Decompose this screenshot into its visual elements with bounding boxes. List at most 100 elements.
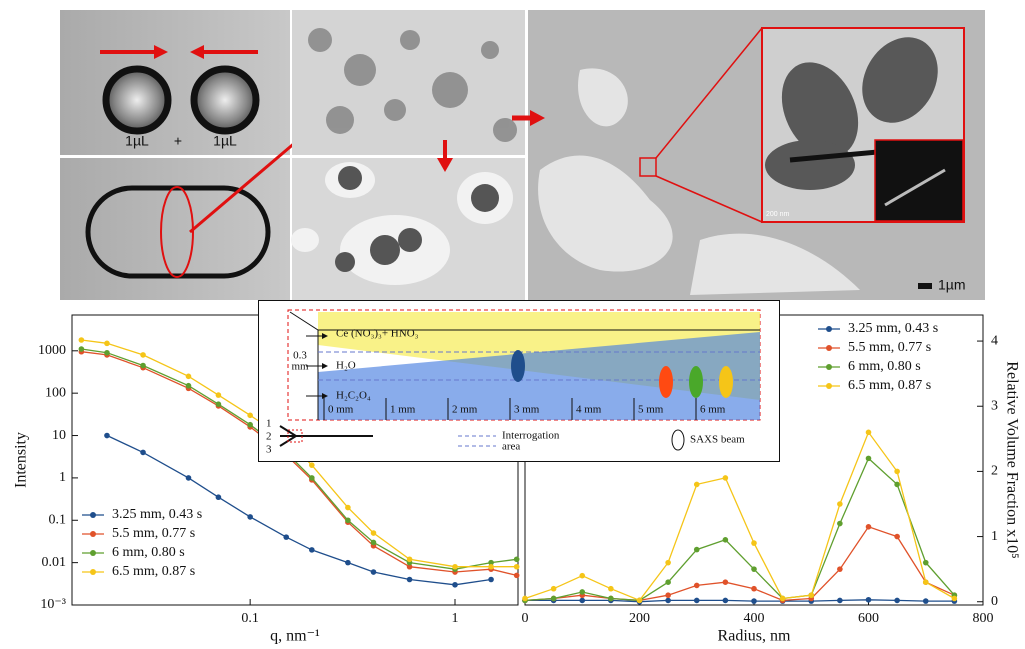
data-point [665,598,671,604]
data-point [723,537,729,543]
distance-label: 0 mm [328,404,354,416]
distance-label: 4 mm [576,404,602,416]
data-point [247,413,253,419]
x-tick-label: 400 [744,611,765,626]
data-point [407,577,413,583]
data-point [140,363,146,369]
y-axis-label: Relative Volume Fraction x10⁵ [1003,361,1020,558]
data-point [551,586,557,592]
data-point [866,597,872,603]
data-point [216,401,222,407]
micrograph-panel [291,10,525,300]
data-point [247,422,253,428]
data-point [751,540,757,546]
legend-marker [826,345,832,351]
legend-marker [826,364,832,370]
data-point [452,582,458,588]
data-point [186,475,192,481]
data-point [140,450,146,456]
data-point [216,392,222,398]
legend-label: 3.25 mm, 0.43 s [112,507,202,522]
inlet-label: 3 [266,444,272,456]
data-point [894,482,900,488]
data-point [186,383,192,389]
y-tick-label: 1 [59,470,66,485]
data-point [371,530,377,536]
reagent-label: H₂C₂O₄ [336,390,371,402]
data-point [808,592,814,598]
legend-marker [826,326,832,332]
droplet-label: 1µL [125,133,149,149]
data-point [345,517,351,523]
distance-label: 1 mm [390,404,416,416]
x-tick-label: 800 [973,611,994,626]
data-point [186,374,192,380]
data-point [216,494,222,500]
data-point [371,540,377,546]
data-point [894,534,900,540]
sem-panel: 200 nm 1µm [512,10,985,300]
distance-label: 2 mm [452,404,478,416]
page: {"panels": {"droplets": {"left_label": "… [0,0,1025,649]
data-point [104,341,110,347]
data-point [694,482,700,488]
data-point [140,352,146,358]
data-point [780,596,786,602]
legend-label: 6 mm, 0.80 s [112,545,185,560]
legend-label: 3.25 mm, 0.43 s [848,321,938,336]
data-point [488,577,494,583]
data-point [514,556,520,562]
legend-marker [90,512,96,518]
y-tick-label: 2 [991,464,998,479]
data-point [104,433,110,439]
reagent-label: Ce (NO₃)₃+ HNO₃ [336,328,419,340]
legend-label: 6.5 mm, 0.87 s [112,564,195,579]
y-tick-label: 10⁻³ [40,597,66,612]
legend-marker [90,531,96,537]
x-tick-label: 200 [629,611,650,626]
data-point [514,564,520,570]
data-point [551,596,557,602]
data-point [407,556,413,562]
y-tick-label: 0.01 [42,555,67,570]
data-point [837,521,843,527]
droplet-label: 1µL [213,133,237,149]
channel-diagram: Ce (NO₃)₃+ HNO₃ H₂O H₂C₂O₄ 0.3 mm 0 mm 1… [258,300,780,462]
data-point [837,566,843,572]
data-point [694,547,700,553]
x-tick-label: 1 [452,611,459,626]
data-point [723,475,729,481]
reagent-label: H₂O [336,360,356,372]
data-point [866,456,872,462]
data-point [345,505,351,511]
droplet-panel: 1µL + 1µL [60,10,318,300]
data-point [608,586,614,592]
distance-label: 6 mm [700,404,726,416]
data-point [837,501,843,507]
data-point [923,560,929,566]
data-point [452,564,458,570]
legend-label: 6 mm, 0.80 s [848,359,921,374]
y-tick-label: 10 [52,428,66,443]
y-axis-label: Intensity [13,432,30,488]
data-point [309,547,315,553]
data-point [579,589,585,595]
plus-sign: + [174,133,182,149]
data-point [309,462,315,468]
legend-label: 6.5 mm, 0.87 s [848,378,931,393]
tem-scale-bar: 200 nm [766,211,790,218]
data-point [723,579,729,585]
data-point [283,534,289,540]
data-point [694,583,700,589]
data-point [751,566,757,572]
x-tick-label: 600 [858,611,879,626]
x-tick-label: 0 [522,611,529,626]
data-point [665,592,671,598]
sem-scale-bar: 1µm [938,277,966,293]
y-tick-label: 1000 [38,343,66,358]
beam-label: SAXS beam [690,434,745,446]
data-point [371,569,377,575]
x-axis-label: q, nm⁻¹ [270,628,320,645]
data-point [894,598,900,604]
data-point [514,573,520,579]
